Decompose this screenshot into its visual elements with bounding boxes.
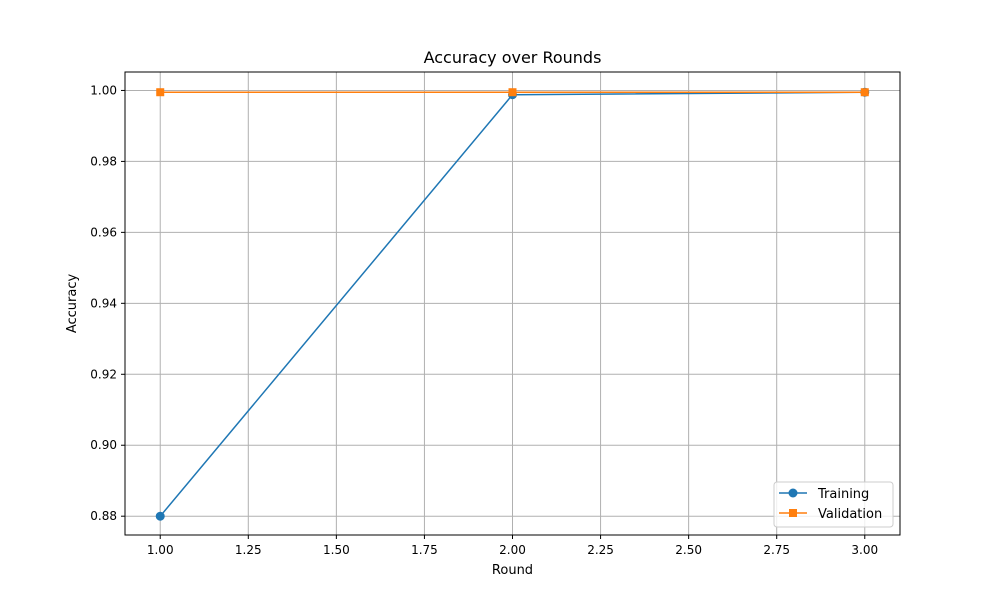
x-tick-label: 2.25: [587, 543, 614, 557]
legend-validation-label: Validation: [818, 507, 882, 522]
x-tick-label: 1.50: [323, 543, 350, 557]
grid: [125, 72, 900, 535]
legend: Training Validation: [773, 481, 894, 528]
validation-point: [156, 88, 165, 97]
x-tick-label: 1.75: [411, 543, 438, 557]
y-tick-label: 0.96: [90, 225, 117, 239]
y-tick-label: 0.98: [90, 154, 117, 168]
legend-training-label: Training: [817, 487, 869, 502]
y-tick-label: 0.88: [90, 509, 117, 523]
legend-training-marker: [788, 488, 798, 498]
y-axis-label: Accuracy: [65, 274, 80, 334]
y-tick-label: 0.90: [90, 438, 117, 452]
x-tick-label: 2.50: [675, 543, 702, 557]
validation-point: [508, 88, 517, 97]
ticks: 1.00 1.25 1.50 1.75 2.00 2.25 2.50 2.75 3.00 0.88…: [90, 83, 878, 557]
y-tick-label: 0.94: [90, 296, 117, 310]
x-axis-label: Round: [492, 563, 533, 578]
series-layer: [155, 87, 870, 521]
x-tick-label: 1.25: [235, 543, 262, 557]
training-point: [155, 511, 165, 521]
validation-point: [860, 88, 869, 97]
y-tick-label: 1.00: [90, 83, 117, 97]
chart-title: Accuracy over Rounds: [424, 48, 602, 67]
x-tick-label: 3.00: [851, 543, 878, 557]
x-tick-label: 2.00: [499, 543, 526, 557]
x-tick-label: 2.75: [763, 543, 790, 557]
legend-validation-marker: [789, 509, 797, 517]
x-tick-label: 1.00: [147, 543, 174, 557]
y-tick-label: 0.92: [90, 367, 117, 381]
